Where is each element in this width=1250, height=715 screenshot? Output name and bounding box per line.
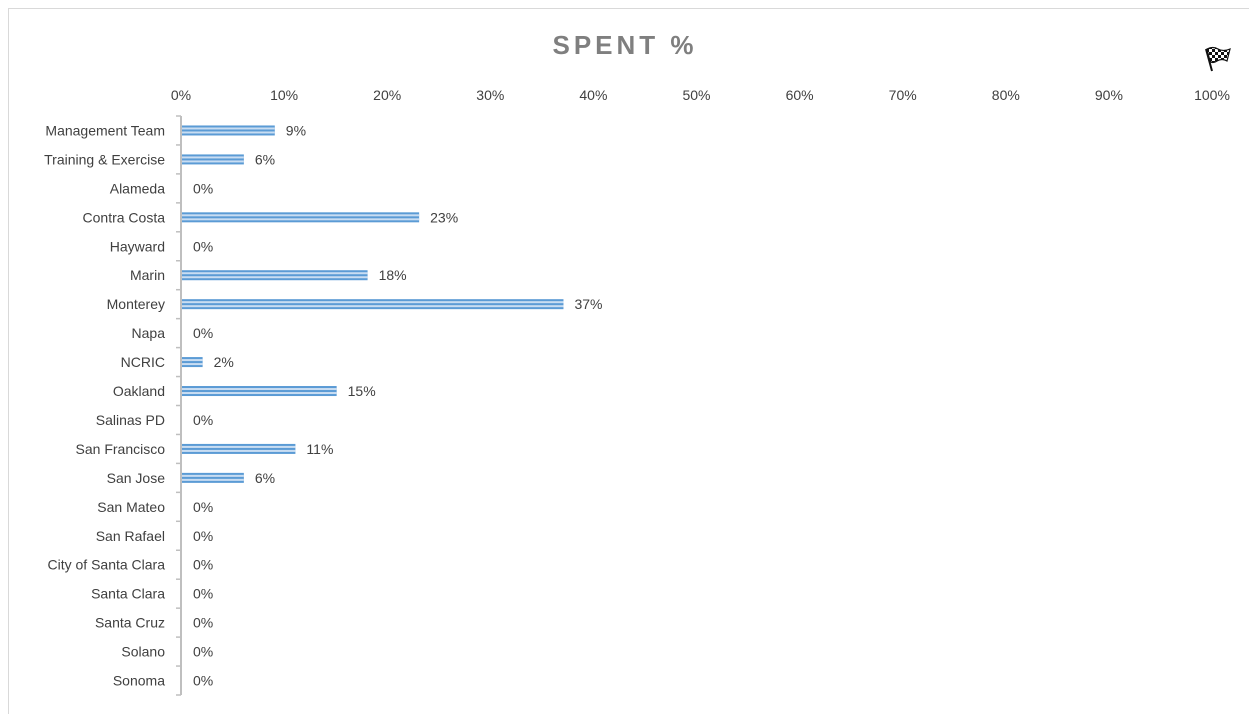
- category-label: Marin: [130, 267, 165, 283]
- bar: [182, 386, 337, 397]
- category-label: Alameda: [110, 180, 165, 196]
- category-label: San Rafael: [96, 528, 165, 544]
- category-label: Napa: [132, 325, 166, 341]
- category-axis: Management Team Training & Exercise Alamed…: [44, 115, 182, 696]
- data-label: 37%: [574, 296, 602, 312]
- category-label: Solano: [121, 644, 165, 660]
- category-label: Management Team: [45, 122, 165, 138]
- x-tick-label: 70%: [889, 87, 917, 103]
- x-tick-label: 10%: [270, 87, 298, 103]
- category-label: Training & Exercise: [44, 151, 165, 167]
- data-label: 0%: [193, 325, 213, 341]
- x-tick-label: 80%: [992, 87, 1020, 103]
- data-label: 23%: [430, 209, 458, 225]
- x-axis-ticks: 0% 10% 20% 30% 40% 50% 60% 70% 80% 90% 100%: [171, 87, 1230, 103]
- category-label: San Mateo: [97, 499, 165, 515]
- category-label: City of Santa Clara: [48, 557, 166, 573]
- bar: [182, 299, 564, 310]
- data-label: 0%: [193, 238, 213, 254]
- data-label: 6%: [255, 151, 275, 167]
- category-label: Santa Cruz: [95, 615, 165, 631]
- x-tick-label: 90%: [1095, 87, 1123, 103]
- x-tick-label: 40%: [579, 87, 607, 103]
- data-label: 9%: [286, 122, 306, 138]
- x-tick-label: 30%: [476, 87, 504, 103]
- data-label: 18%: [379, 267, 407, 283]
- data-label: 0%: [193, 644, 213, 660]
- category-label: Monterey: [107, 296, 165, 312]
- bars: 9%6%0%23%0%18%37%0%2%15%0%11%6%0%0%0%0%0…: [182, 122, 603, 689]
- data-label: 2%: [214, 354, 234, 370]
- checkered-flag-icon: [1205, 46, 1231, 72]
- x-tick-label: 100%: [1194, 87, 1230, 103]
- category-label: Salinas PD: [96, 412, 165, 428]
- x-tick-label: 60%: [786, 87, 814, 103]
- category-label: Contra Costa: [83, 209, 166, 225]
- data-label: 0%: [193, 586, 213, 602]
- category-label: San Francisco: [76, 441, 166, 457]
- x-tick-label: 0%: [171, 87, 191, 103]
- data-label: 0%: [193, 412, 213, 428]
- category-label: San Jose: [107, 470, 166, 486]
- bar: [182, 270, 368, 281]
- data-label: 0%: [193, 673, 213, 689]
- data-label: 15%: [348, 383, 376, 399]
- data-label: 0%: [193, 615, 213, 631]
- data-label: 0%: [193, 557, 213, 573]
- category-label: Santa Clara: [91, 586, 165, 602]
- data-label: 0%: [193, 528, 213, 544]
- category-label: Sonoma: [113, 673, 165, 689]
- x-tick-label: 20%: [373, 87, 401, 103]
- category-label: Oakland: [113, 383, 165, 399]
- category-label: Hayward: [110, 238, 165, 254]
- bar: [182, 443, 296, 454]
- chart-title: SPENT %: [552, 30, 698, 60]
- data-label: 11%: [306, 441, 333, 457]
- bar: [182, 357, 203, 368]
- data-label: 6%: [255, 470, 275, 486]
- category-label: NCRIC: [121, 354, 165, 370]
- bar: [182, 472, 244, 483]
- data-label: 0%: [193, 180, 213, 196]
- x-tick-label: 50%: [682, 87, 710, 103]
- data-label: 0%: [193, 499, 213, 515]
- bar: [182, 154, 244, 165]
- bar: [182, 125, 275, 136]
- bar: [182, 212, 420, 223]
